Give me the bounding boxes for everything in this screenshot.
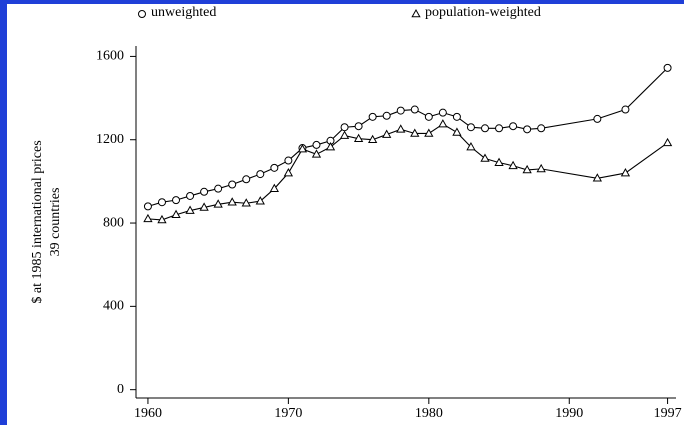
data-point [199,202,209,211]
data-point [311,149,322,158]
data-point [340,123,349,132]
data-point [283,168,294,177]
data-point [312,140,321,149]
data-point [663,63,672,72]
data-point [382,129,392,138]
data-point [241,198,251,207]
data-point [592,173,603,182]
data-point [410,128,420,137]
series-line [147,123,668,221]
data-point [466,123,475,132]
data-point [213,199,223,208]
data-point [269,183,279,192]
data-point [186,191,195,200]
data-point [143,202,152,211]
data-point [214,184,223,193]
data-point [255,196,265,205]
series-line [147,67,668,207]
data-point [368,112,377,121]
y-tick-label: 0 [117,382,124,397]
data-point [227,197,237,206]
data-point [452,112,461,121]
data-point [438,119,448,128]
x-tick-label: 1980 [415,406,443,421]
x-tick-label: 1960 [134,406,162,421]
data-point [410,105,419,114]
data-point [157,198,166,207]
data-point [171,209,181,219]
y-tick-label: 1600 [96,49,124,64]
top-border [0,0,684,4]
data-point [242,175,251,184]
data-point [508,160,518,170]
data-point [297,144,308,153]
data-point [185,205,195,214]
data-point [495,124,504,133]
x-tick-label: 1990 [555,406,583,421]
data-point [382,111,391,120]
y-tick-label: 800 [103,215,124,230]
data-point [621,105,630,114]
data-point [228,180,237,189]
data-point [466,141,476,151]
data-point [157,214,167,224]
data-point [620,168,631,177]
y-axis-label: $ at 1985 international prices [30,140,45,303]
data-point [480,124,489,133]
left-border [0,0,7,425]
y-axis-label: 39 countries [48,188,63,257]
data-point [284,156,293,165]
legend-marker [138,10,146,18]
legend-label: population-weighted [425,5,541,20]
data-point [480,153,490,162]
data-point [494,157,504,166]
data-point [172,196,181,205]
data-point [424,128,434,137]
data-point [438,108,447,117]
y-tick-label: 400 [103,299,124,314]
data-point [367,134,378,144]
legend-label: unweighted [151,5,216,20]
data-point [593,114,602,123]
data-point [523,125,532,134]
data-point [339,130,350,139]
data-point [536,163,546,173]
x-tick-label: 1970 [274,406,302,421]
data-point [662,137,673,147]
data-point [354,122,363,131]
data-point [396,124,406,133]
legend-marker [411,8,421,18]
data-point [509,122,518,131]
data-point [353,133,364,142]
x-tick-label: 1997 [654,406,682,421]
data-point [256,170,265,179]
data-point [452,127,462,136]
data-point [200,187,209,196]
data-point [270,163,279,172]
data-point [325,141,336,151]
y-tick-label: 1200 [96,132,124,147]
data-point [537,124,546,133]
data-point [143,213,153,223]
data-point [396,106,405,115]
data-point [522,164,532,174]
data-point [424,112,433,121]
